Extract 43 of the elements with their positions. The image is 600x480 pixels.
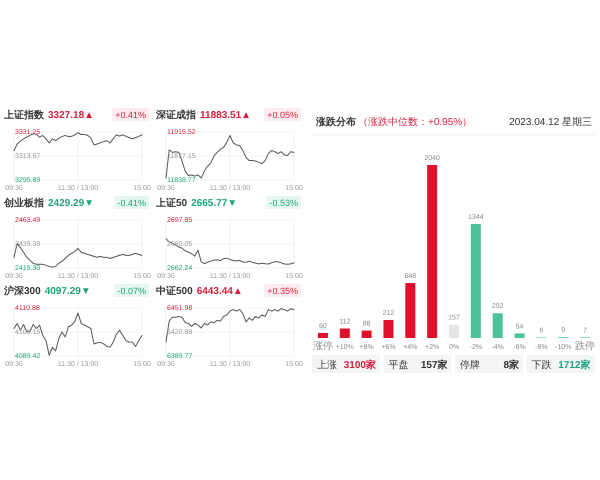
chart-title: 创业板指 [3, 197, 44, 209]
bar [514, 333, 525, 338]
bar [492, 313, 503, 338]
text: +0.35% [267, 286, 298, 296]
chart-subtitle: 11883.51▲ [200, 110, 252, 121]
bar [427, 165, 438, 338]
bar [340, 328, 350, 338]
text: -0.41% [117, 198, 146, 208]
bar [405, 283, 416, 338]
x-tick-label: 涨停 [312, 340, 333, 352]
text: 3100家 [344, 359, 376, 371]
text: -0.07% [117, 286, 146, 296]
x-tick-label: 跌停 [575, 340, 596, 352]
text: 2023.04.12 星期三 [509, 116, 592, 128]
bar [383, 320, 394, 338]
chart-title: 深证成指 [155, 109, 196, 121]
bar [362, 330, 372, 338]
chart-subtitle: 6443.44▲ [196, 286, 243, 297]
chart-subtitle: （涨跌中位数：+0.95%） [358, 116, 472, 128]
bar [470, 224, 481, 338]
chart-subtitle: 2429.29▼ [48, 198, 94, 209]
text: 1712家 [558, 359, 590, 371]
chart-title: 沪深300 [3, 285, 42, 297]
line-series [166, 238, 294, 265]
chart-subtitle: 2665.77▼ [191, 198, 238, 209]
chart-title: 上证指数 [3, 109, 45, 121]
chart-title: 中证500 [156, 285, 194, 297]
chart-subtitle: 3327.18▲ [48, 110, 94, 121]
text: 停牌 [460, 359, 480, 371]
chart-subtitle: 4097.29▼ [44, 286, 91, 297]
text: -0.53% [269, 198, 298, 208]
chart-title: 上证50 [155, 197, 188, 209]
text: 157家 [420, 359, 448, 371]
text: 下跌 [532, 359, 552, 371]
text: +0.05% [267, 110, 298, 120]
line-series [166, 134, 294, 178]
text: 上涨 [317, 359, 337, 371]
bar [449, 324, 459, 338]
text: +0.41% [115, 110, 146, 120]
bar [318, 332, 328, 338]
text: 平盘 [388, 359, 408, 371]
chart-title: 涨跌分布 [315, 116, 356, 128]
text: 8家 [503, 359, 519, 371]
